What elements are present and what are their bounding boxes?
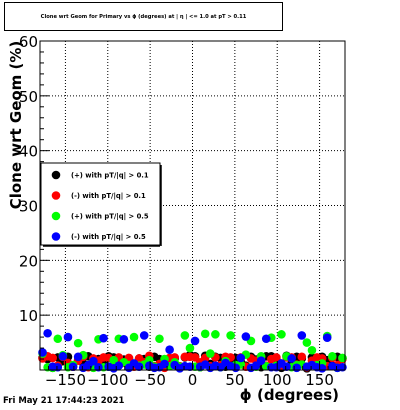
data-point [297,331,307,340]
legend-label: (-) with pT/|q| > 0.1 [71,192,146,201]
data-point [322,333,332,342]
chart-title: Clone wrt Geom for Primary vs ϕ (degrees… [40,13,247,20]
data-point [261,334,271,344]
legend-marker [51,211,61,221]
data-point [89,356,98,366]
data-point [256,356,266,365]
data-point [129,332,139,342]
data-point [185,343,195,353]
legend-label: (-) with pT/|q| > 0.5 [71,233,146,242]
data-point [48,353,58,363]
data-point [190,336,200,346]
data-point [180,331,190,340]
data-point [282,362,291,372]
data-point [109,355,119,365]
data-point [155,334,164,344]
y-tick-label: 10 [19,307,38,325]
y-tick-label: 60 [19,33,38,51]
data-point [327,351,337,361]
x-axis-title: ϕ (degrees) [239,386,339,404]
x-tick-label: −100 [87,371,128,389]
legend-marker [51,170,61,180]
data-point [307,345,317,355]
legend-label: (+) with pT/|q| > 0.5 [71,213,149,222]
data-point [119,334,129,344]
data-point [277,330,286,339]
x-tick-label: 150 [305,371,334,389]
data-point [302,338,312,347]
timestamp: Fri May 21 17:44:23 2021 [3,396,125,406]
data-point [205,349,215,358]
y-tick-label: 50 [19,88,38,106]
data-point [43,328,52,338]
y-tick-label: 20 [19,252,38,270]
data-point [236,353,246,363]
grid-lines [40,41,345,370]
data-point [200,329,210,339]
data-point [68,362,78,372]
data-point [94,362,103,372]
legend-marker [51,191,61,200]
x-tick-label: −50 [134,371,166,389]
legend-box [40,162,161,246]
data-point [241,332,251,341]
data-point [211,330,220,339]
chart-title-box: Clone wrt Geom for Primary vs ϕ (degrees… [4,2,283,31]
axis-ticks: 10 20 30 40 50 60 −150 −100 −50 0 50 100 150 [19,33,346,389]
y-tick-label: 30 [19,198,38,216]
data-point [53,334,63,344]
x-tick-label: −150 [45,371,86,389]
data-point [297,352,307,362]
data-markers [38,328,347,373]
data-point [226,331,235,340]
legend-label: (+) with pT/|q| > 0.1 [71,172,149,181]
y-axis-title: Clone wrt Geom (%) [7,40,25,210]
data-point [63,332,73,342]
data-point [287,354,296,363]
data-point [165,345,174,355]
y-tick-label: 40 [19,143,38,161]
x-tick-label: 50 [225,371,244,389]
data-point [73,352,83,362]
data-point [272,353,281,362]
legend-marker [51,232,61,241]
x-tick-label: 0 [188,371,198,389]
legend: (+) with pT/|q| > 0.1 (-) with pT/|q| > 0… [40,162,162,247]
data-point [99,333,108,343]
x-tick-label: 100 [263,371,292,389]
data-point [73,338,83,348]
data-point [58,351,68,361]
data-point [139,331,149,340]
data-point [53,362,63,372]
